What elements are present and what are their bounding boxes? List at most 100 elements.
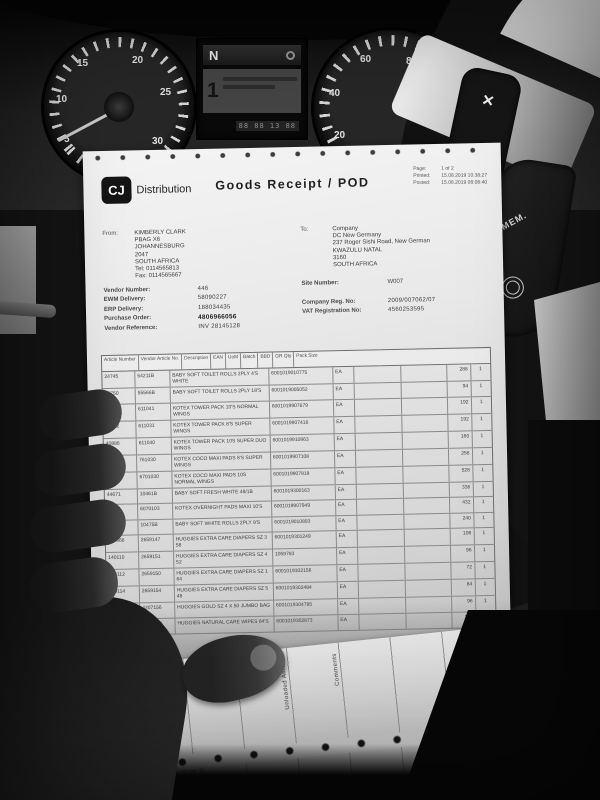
cell-description: KOTEX TOWER PACK 10S SUPER DUO WINGS bbox=[171, 435, 271, 454]
cell-batch bbox=[358, 547, 406, 565]
speedometer-tick-label: 20 bbox=[334, 130, 346, 141]
cell-ean: 6001019304785 bbox=[273, 599, 339, 616]
cell-vendor-article: 10461B bbox=[137, 488, 173, 504]
gear-indicator: N bbox=[209, 47, 219, 63]
cell-gr-qty: 528 bbox=[449, 464, 474, 482]
cell-ean: 6001019302156 bbox=[273, 565, 338, 583]
cell-uom: EA bbox=[336, 531, 359, 548]
cell-vendor-article: 55566B bbox=[135, 387, 171, 403]
cell-pack-size: 1 bbox=[481, 483, 485, 490]
cell-batch bbox=[354, 365, 402, 383]
column-header: UoM bbox=[225, 353, 242, 369]
delivery-fields: Vendor Number: 446 EWM Delivery: 5809022… bbox=[103, 283, 294, 334]
cell-description: KOTEX TOWER PACK 8'S SUPER WINGS bbox=[171, 418, 271, 437]
cell-vendor-article: 6701030 bbox=[137, 471, 173, 488]
window-light-left bbox=[0, 226, 36, 334]
column-header: BBD bbox=[258, 352, 274, 368]
cell-gr-qty: 240 bbox=[450, 513, 475, 529]
field-value: 2009/007062/07 bbox=[387, 297, 436, 305]
cell-vendor-article: 611031 bbox=[136, 420, 172, 437]
cell-pack-size: 1 bbox=[480, 449, 484, 456]
cell-ean: 6001019907108 bbox=[270, 450, 336, 469]
cell-uom: EA bbox=[333, 366, 355, 384]
mem-button: MEM. bbox=[499, 209, 529, 232]
cell-uom: EA bbox=[333, 399, 356, 416]
to-address-lines: Company DC New Germany 237 Roger Sishi Roa… bbox=[332, 223, 491, 270]
table-body: 24745 54211B BABY SOFT TOILET ROLLS 2PLY… bbox=[101, 363, 497, 636]
cell-batch bbox=[356, 483, 404, 499]
cell-uom: EA bbox=[337, 599, 360, 615]
cell-ean: 6001019302873 bbox=[274, 615, 339, 632]
cell-uom: EA bbox=[335, 467, 357, 484]
column-header: Vendor Article No. bbox=[138, 354, 183, 371]
cell-uom: EA bbox=[338, 614, 360, 630]
column-header: Description bbox=[182, 353, 212, 370]
cell-ean: 6001019907949 bbox=[271, 500, 337, 517]
cell-pack-size: 1 bbox=[482, 547, 486, 554]
site-number-row: Site Number: W007 bbox=[301, 279, 403, 287]
info-digit: 1 bbox=[207, 79, 219, 102]
cell-gr-qty: 192 bbox=[448, 413, 473, 431]
cell-description: KOTEX COCO MAXI PADS 10s NORMAL WINGS bbox=[172, 469, 272, 488]
cell-gr-qty: 432 bbox=[450, 497, 474, 513]
cell-batch bbox=[357, 498, 405, 515]
cell-description: HUGGIES GOLD SZ 4 X 50 JUMBO BAG bbox=[174, 600, 275, 618]
column-header: Pack Size bbox=[296, 353, 318, 360]
cell-uom: EA bbox=[337, 582, 360, 599]
cell-vendor-article: 2659151 bbox=[139, 551, 175, 569]
cell-pack-size: 1 bbox=[479, 383, 483, 390]
to-address-block: To: Company DC New Germany 237 Roger Sishi… bbox=[300, 223, 491, 270]
site-number-value: W007 bbox=[387, 278, 404, 286]
cell-bbd bbox=[403, 482, 451, 498]
cell-ean: 6001019301249 bbox=[272, 531, 337, 549]
field-label: Vendor Reference: bbox=[104, 324, 158, 332]
cell-uom: EA bbox=[334, 433, 357, 450]
field-label: VAT Registration No: bbox=[301, 308, 362, 316]
info-text-lines bbox=[222, 72, 297, 110]
cell-vendor-article: 611041 bbox=[135, 403, 172, 420]
cell-batch bbox=[355, 415, 403, 433]
cell-gr-qty: 288 bbox=[447, 364, 472, 381]
cell-vendor-article: 54211B bbox=[135, 370, 171, 388]
from-label: From: bbox=[102, 230, 119, 238]
cell-bbd bbox=[401, 397, 449, 415]
cell-vendor-article: 761030 bbox=[136, 454, 173, 471]
cell-pack-size: 1 bbox=[481, 466, 485, 473]
tachometer-tick-label: 20 bbox=[132, 55, 144, 66]
cell-vendor-article: 611040 bbox=[136, 437, 172, 454]
cell-pack-size: 1 bbox=[481, 499, 485, 506]
cell-vendor-article: 10475B bbox=[138, 519, 174, 535]
cell-pack-size: 1 bbox=[483, 598, 487, 605]
page-value: 1 of 2 bbox=[441, 165, 454, 172]
field-value: 446 bbox=[197, 285, 209, 293]
tachometer-tick-label: 5 bbox=[64, 134, 70, 145]
cell-bbd bbox=[405, 580, 453, 598]
document-header: CJ Distribution Goods Receipt / POD Page… bbox=[83, 163, 502, 226]
field-value: INV 28145128 bbox=[198, 322, 241, 330]
cell-vendor-article: 2659147 bbox=[138, 534, 174, 552]
cell-ean: 6001019300163 bbox=[271, 484, 336, 501]
cell-pack-size: 1 bbox=[479, 398, 483, 405]
field-value: 4560253595 bbox=[387, 306, 425, 314]
cell-gr-qty: 96 bbox=[452, 596, 476, 612]
address-line: Fax: 0114565667 bbox=[135, 272, 182, 280]
cell-gr-qty: 72 bbox=[451, 562, 476, 580]
cell-gr-qty: 336 bbox=[449, 481, 474, 497]
cell-batch bbox=[355, 432, 403, 450]
cell-gr-qty: 96 bbox=[451, 545, 475, 563]
cell-batch bbox=[358, 581, 406, 599]
cell-pack-size: 1 bbox=[483, 581, 487, 588]
cell-uom: EA bbox=[333, 383, 356, 399]
cell-pack-size: 1 bbox=[480, 432, 484, 439]
cell-gr-qty: 160 bbox=[448, 430, 473, 448]
cell-gr-qty: 84 bbox=[451, 579, 476, 597]
cell-description: BABY SOFT WHITE ROLLS 2PLY 9'S bbox=[173, 517, 273, 534]
cell-uom: EA bbox=[336, 515, 358, 531]
cell-uom: EA bbox=[335, 484, 358, 500]
cell-pack-size: 1 bbox=[482, 514, 486, 521]
cell-ean: 6001019010775 bbox=[269, 367, 334, 385]
cell-description: HUGGIES NATURAL CARE WIPES 64'S bbox=[175, 616, 275, 634]
cell-description: HUGGIES EXTRA CARE DIAPERS SZ 3 58 bbox=[173, 532, 273, 551]
cell-vendor-article: 2659150 bbox=[139, 568, 175, 586]
